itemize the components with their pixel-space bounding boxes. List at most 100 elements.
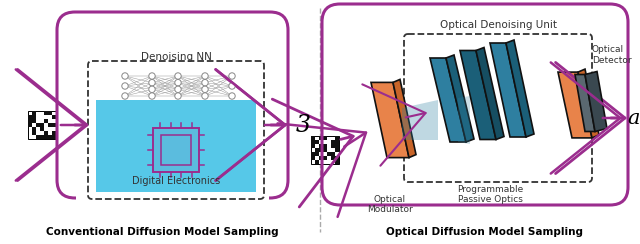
Bar: [335, 144, 339, 148]
Circle shape: [202, 73, 208, 79]
Bar: [331, 144, 335, 148]
Bar: [335, 156, 339, 160]
Bar: [48, 111, 52, 115]
Circle shape: [122, 73, 128, 79]
Circle shape: [122, 93, 128, 99]
Circle shape: [202, 93, 208, 99]
Circle shape: [149, 80, 155, 86]
Polygon shape: [402, 100, 438, 140]
Bar: [161, 135, 191, 165]
Bar: [335, 136, 339, 140]
Bar: [28, 115, 32, 119]
Polygon shape: [371, 82, 409, 158]
Circle shape: [175, 80, 181, 86]
Circle shape: [175, 93, 181, 99]
Bar: [331, 156, 335, 160]
Polygon shape: [458, 96, 470, 144]
Text: Optical Denoising Unit: Optical Denoising Unit: [440, 20, 557, 30]
Bar: [315, 140, 319, 144]
Bar: [32, 127, 36, 131]
Polygon shape: [578, 69, 599, 138]
Bar: [40, 127, 44, 131]
Circle shape: [202, 80, 208, 86]
Bar: [32, 119, 36, 123]
Bar: [52, 123, 56, 127]
Text: Optical
Detector: Optical Detector: [592, 45, 632, 65]
Circle shape: [149, 93, 155, 99]
Bar: [96, 100, 256, 192]
Bar: [341, 148, 609, 196]
Bar: [335, 140, 339, 144]
Bar: [327, 152, 331, 156]
Text: Optical Diffusion Model Sampling: Optical Diffusion Model Sampling: [387, 227, 584, 237]
Bar: [311, 144, 315, 148]
Bar: [319, 144, 323, 148]
Bar: [44, 135, 48, 139]
Bar: [323, 136, 327, 140]
Bar: [311, 136, 339, 164]
Text: Programmable
Passive Optics: Programmable Passive Optics: [457, 185, 523, 204]
Bar: [76, 145, 269, 200]
Bar: [52, 115, 56, 119]
Polygon shape: [430, 58, 466, 142]
Bar: [319, 136, 323, 140]
Bar: [28, 119, 32, 123]
Bar: [311, 156, 315, 160]
Polygon shape: [476, 48, 504, 140]
Bar: [335, 148, 339, 152]
Bar: [323, 156, 327, 160]
Circle shape: [229, 93, 236, 99]
Circle shape: [149, 86, 155, 92]
Circle shape: [175, 73, 181, 79]
Bar: [28, 111, 56, 139]
Bar: [44, 131, 48, 135]
Bar: [36, 135, 40, 139]
Polygon shape: [490, 43, 526, 137]
Bar: [44, 111, 48, 115]
Polygon shape: [506, 40, 534, 137]
Text: Conventional Diffusion Model Sampling: Conventional Diffusion Model Sampling: [45, 227, 278, 237]
Polygon shape: [446, 55, 474, 142]
Polygon shape: [460, 51, 496, 140]
Circle shape: [229, 73, 236, 79]
Bar: [40, 123, 44, 127]
Bar: [36, 123, 40, 127]
Bar: [48, 123, 52, 127]
Circle shape: [202, 86, 208, 92]
Polygon shape: [585, 71, 607, 132]
Bar: [40, 135, 44, 139]
Bar: [319, 148, 323, 152]
Bar: [32, 115, 36, 119]
Polygon shape: [393, 79, 416, 158]
Bar: [311, 152, 315, 156]
Circle shape: [229, 83, 236, 89]
Bar: [323, 144, 327, 148]
Bar: [335, 160, 339, 164]
Bar: [315, 152, 319, 156]
Bar: [48, 135, 52, 139]
Bar: [331, 152, 335, 156]
Bar: [311, 140, 315, 144]
Circle shape: [175, 86, 181, 92]
Text: 3: 3: [296, 113, 311, 136]
Bar: [32, 131, 36, 135]
Bar: [28, 123, 32, 127]
Bar: [315, 160, 319, 164]
Bar: [311, 136, 315, 140]
Bar: [323, 148, 327, 152]
Text: Digital Electronics: Digital Electronics: [132, 176, 220, 186]
Bar: [32, 111, 36, 115]
Circle shape: [122, 83, 128, 89]
Text: Optical
Modulator: Optical Modulator: [367, 195, 413, 214]
Polygon shape: [558, 72, 592, 138]
Text: Denoising NN: Denoising NN: [141, 52, 211, 62]
Bar: [44, 119, 48, 123]
Bar: [315, 148, 319, 152]
Bar: [52, 135, 56, 139]
Text: a: a: [627, 109, 639, 128]
Bar: [153, 128, 199, 172]
Bar: [331, 140, 335, 144]
Bar: [319, 156, 323, 160]
Bar: [52, 131, 56, 135]
Polygon shape: [575, 74, 595, 132]
